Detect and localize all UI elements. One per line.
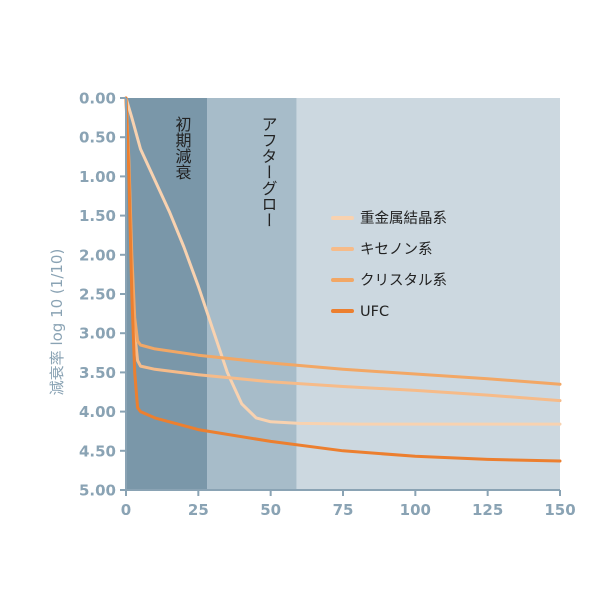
y-tick-label: 3.00: [79, 325, 116, 343]
legend-label-2: キセノン系: [360, 241, 433, 258]
series-lines: [124, 96, 562, 463]
region-label-1: 初期減衰: [173, 116, 192, 180]
y-tick-label: 0.50: [79, 129, 116, 147]
background-regions: 初期減衰 アフターグロー: [126, 98, 560, 490]
x-tick-label: 125: [472, 501, 503, 519]
y-tick-label: 4.50: [79, 442, 116, 460]
legend-label-4: UFC: [360, 304, 389, 320]
x-tick-label: 100: [400, 501, 431, 519]
y-axis-ticks: 0.00 0.50 1.00 1.50 2.00 2.50 3.00 3.50 4.00 4.50…: [79, 90, 126, 500]
y-tick-label: 1.00: [79, 168, 116, 186]
series-line-1: [124, 96, 562, 426]
x-tick-label: 0: [121, 501, 131, 519]
y-tick-label: 2.00: [79, 246, 116, 264]
y-tick-label: 3.50: [79, 364, 116, 382]
region-label-2: アフターグロー: [259, 116, 278, 228]
region-band-2: [207, 98, 297, 490]
legend-label-3: クリスタル系: [360, 272, 447, 289]
x-tick-label: 25: [188, 501, 209, 519]
y-axis-label: 減衰率 log 10 (1/10): [48, 249, 66, 396]
x-tick-label: 150: [544, 501, 575, 519]
region-band-1: [126, 98, 208, 490]
x-axis-ticks: 0 25 50 75 100 125 150: [121, 490, 576, 519]
y-tick-label: 2.50: [79, 286, 116, 304]
y-tick-label: 0.00: [79, 90, 116, 108]
x-tick-label: 50: [260, 501, 281, 519]
y-tick-label: 5.00: [79, 482, 116, 500]
series-line-4: [124, 96, 562, 463]
x-tick-label: 75: [333, 501, 354, 519]
y-tick-label: 4.00: [79, 403, 116, 421]
region-band-3: [296, 98, 560, 490]
y-tick-label: 1.50: [79, 207, 116, 225]
legend-label-1: 重金属結晶系: [360, 210, 447, 227]
